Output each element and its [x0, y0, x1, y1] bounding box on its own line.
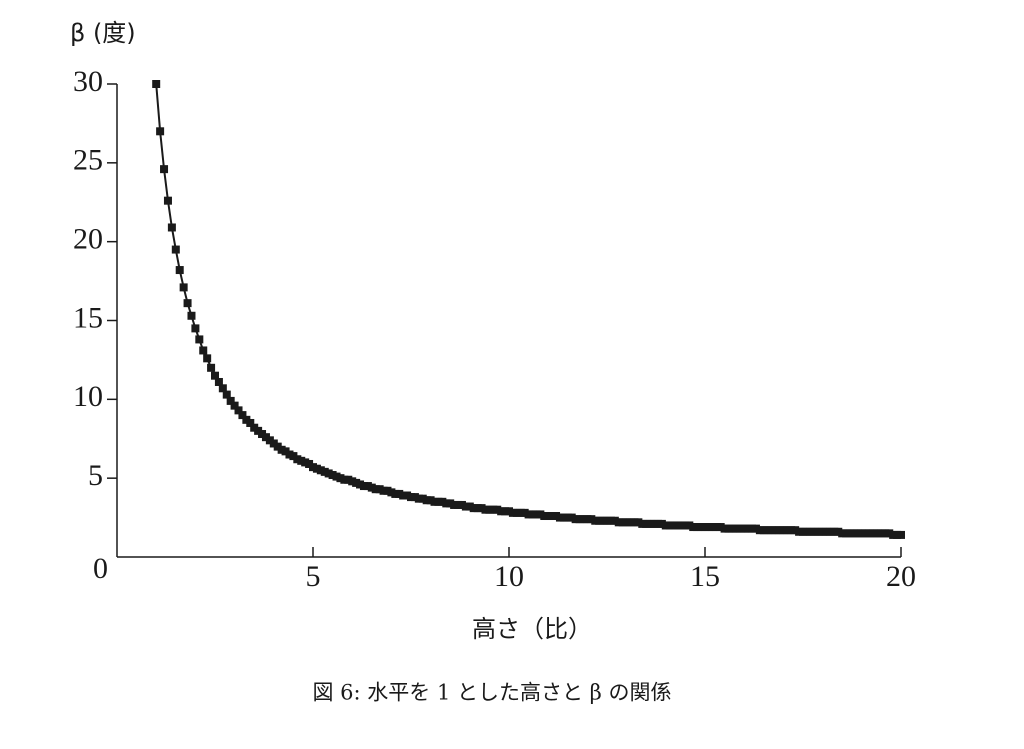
marker: [211, 371, 219, 380]
marker: [191, 324, 200, 333]
y-tick-label: 20: [73, 223, 103, 256]
marker: [207, 363, 216, 372]
marker: [175, 266, 184, 275]
x-tick-label: 20: [886, 560, 916, 593]
y-tick-label: 15: [73, 301, 103, 334]
marker: [230, 401, 239, 410]
marker: [214, 377, 223, 386]
marker: [222, 390, 231, 399]
marker: [238, 411, 247, 420]
x-tick-label: 15: [690, 560, 720, 593]
y-tick-label: 5: [88, 459, 103, 492]
marker: [897, 530, 905, 539]
marker: [218, 384, 227, 393]
marker: [163, 196, 172, 205]
marker: [203, 354, 212, 363]
x-tick-label: 5: [306, 560, 321, 593]
marker: [187, 311, 196, 320]
marker: [234, 406, 243, 415]
y-tick-label: 0: [93, 552, 108, 585]
caption: 図 6: 水平を 1 とした高さと β の関係: [313, 681, 672, 705]
marker: [152, 80, 161, 88]
marker: [156, 127, 165, 136]
marker: [226, 396, 235, 405]
marker: [179, 283, 188, 292]
marker: [183, 299, 192, 308]
y-axis-label: β (度): [70, 19, 136, 47]
marker: [171, 245, 180, 254]
y-tick-label: 25: [73, 144, 103, 177]
marker: [246, 418, 255, 427]
marker: [195, 335, 204, 344]
x-tick-label: 10: [494, 560, 524, 593]
marker: [167, 223, 176, 232]
marker: [199, 346, 208, 355]
curve: [155, 83, 901, 536]
x-axis-label: 高さ（比）: [472, 615, 592, 643]
y-tick-label: 30: [73, 65, 103, 98]
y-tick-label: 10: [73, 380, 103, 413]
marker: [160, 165, 169, 174]
